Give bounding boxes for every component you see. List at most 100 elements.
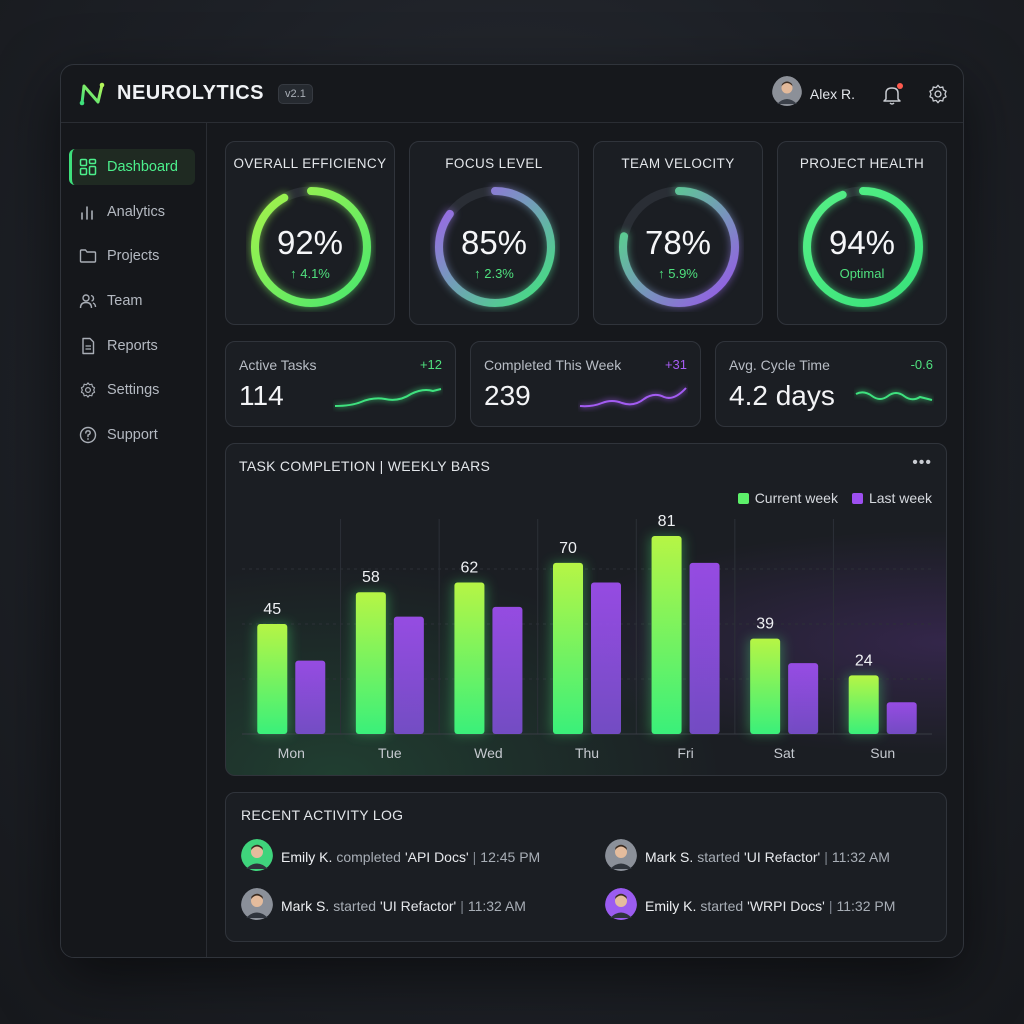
sparkline xyxy=(855,391,933,401)
gauge-card-efficiency[interactable]: OVERALL EFFICIENCY 92% ↑ 4.1% xyxy=(225,141,395,325)
gauge-progress-arc xyxy=(435,187,555,307)
bar-current-thu[interactable] xyxy=(553,562,583,734)
x-tick-label: Sat xyxy=(774,745,795,761)
sidebar-item-support[interactable]: Support xyxy=(69,417,195,453)
bar-last-sun[interactable] xyxy=(886,702,917,734)
sidebar-item-settings[interactable]: Settings xyxy=(69,372,195,408)
gauge-card-health[interactable]: PROJECT HEALTH 94% Optimal xyxy=(777,141,947,325)
avatar-face-icon xyxy=(771,76,802,106)
avatar-face-icon xyxy=(605,839,637,871)
activity-action: started xyxy=(333,897,377,914)
bar-last-fri[interactable] xyxy=(689,562,720,734)
sidebar-item-reports[interactable]: Reports xyxy=(69,328,195,364)
gauge-trend: ↑ 5.9% xyxy=(658,266,698,281)
analytics-icon xyxy=(81,206,93,220)
bar-last-thu[interactable] xyxy=(591,582,621,734)
gauge-ring xyxy=(434,186,556,308)
x-tick-label: Wed xyxy=(474,745,503,761)
bar-value-label: 39 xyxy=(756,616,774,633)
stat-label: Avg. Cycle Time xyxy=(729,357,830,373)
stat-card-completed[interactable]: Completed This Week +31 239 xyxy=(470,341,701,427)
stat-delta: +12 xyxy=(419,357,442,372)
activity-time: 11:32 PM xyxy=(836,897,896,914)
bar-value-label: 81 xyxy=(658,513,676,530)
gauge-ring xyxy=(802,186,924,308)
activity-item[interactable]: Emily K. started 'WRPI Docs' | 11:32 PM xyxy=(605,888,895,923)
bar-last-mon[interactable] xyxy=(295,660,326,734)
gauge-card-focus[interactable]: FOCUS LEVEL 85% ↑ 2.3% xyxy=(409,141,579,325)
sparkline xyxy=(334,388,442,407)
sidebar-item-analytics[interactable]: Analytics xyxy=(69,194,195,230)
gauge-ring xyxy=(250,186,372,308)
avatar-face-icon xyxy=(605,888,637,920)
sidebar-item-team[interactable]: Team xyxy=(69,283,195,319)
bar-last-sat[interactable] xyxy=(788,663,819,734)
x-tick-label: Mon xyxy=(278,745,305,761)
stat-card-active-tasks[interactable]: Active Tasks +12 114 xyxy=(225,341,456,427)
bar-current-mon[interactable] xyxy=(257,624,288,734)
activity-time: 11:32 AM xyxy=(467,897,526,914)
app-name: NEUROLYTICS xyxy=(117,82,265,104)
stat-delta: -0.6 xyxy=(910,357,933,372)
bar-current-wed[interactable] xyxy=(454,582,485,734)
gauge-value: 85% xyxy=(460,224,528,261)
bar-current-sat[interactable] xyxy=(750,638,781,734)
gauge-value: 92% xyxy=(276,224,344,261)
bar-last-tue[interactable] xyxy=(393,616,424,734)
sidebar-item-label: Team xyxy=(107,293,143,309)
help-icon xyxy=(79,426,97,444)
dashboard-icon xyxy=(79,158,97,176)
notification-button[interactable] xyxy=(881,82,903,105)
gauge-trend: ↑ 2.3% xyxy=(474,266,514,281)
bar-value-label: 70 xyxy=(559,540,577,557)
bar-current-sun[interactable] xyxy=(848,675,879,734)
stat-label: Active Tasks xyxy=(239,357,317,373)
legend-item-last[interactable]: Last week xyxy=(851,490,932,506)
legend-item-current[interactable]: Current week xyxy=(737,490,838,506)
activity-user: Emily K. xyxy=(645,897,697,914)
activity-user: Mark S. xyxy=(281,897,330,914)
activity-user: Emily K. xyxy=(281,848,333,865)
gauge-progress-arc xyxy=(619,187,739,307)
activity-user: Mark S. xyxy=(645,848,694,865)
activity-target: 'WRPI Docs' xyxy=(747,897,825,914)
avatar xyxy=(241,888,273,923)
activity-time: 11:32 AM xyxy=(831,848,890,865)
legend-swatch xyxy=(851,492,863,504)
x-tick-label: Sun xyxy=(870,745,895,761)
sidebar-item-label: Reports xyxy=(107,338,158,354)
more-options-icon[interactable]: ••• xyxy=(912,454,932,471)
gauge-title: PROJECT HEALTH xyxy=(799,156,925,171)
logo-icon xyxy=(79,82,105,105)
bar-value-label: 24 xyxy=(855,652,873,669)
activity-item[interactable]: Emily K. completed 'API Docs' | 12:45 PM xyxy=(241,839,540,874)
gear-icon xyxy=(929,84,947,103)
gauge-trend: Optimal xyxy=(839,266,885,281)
gauge-card-velocity[interactable]: TEAM VELOCITY 78% ↑ 5.9% xyxy=(593,141,763,325)
activity-item[interactable]: Mark S. started 'UI Refactor' | 11:32 AM xyxy=(241,888,526,923)
sidebar-item-dashboard[interactable]: Dashboard xyxy=(69,149,195,185)
gauge-title: OVERALL EFFICIENCY xyxy=(233,156,387,171)
settings-button[interactable] xyxy=(927,83,949,105)
activity-title: RECENT ACTIVITY LOG xyxy=(241,807,404,823)
bar-last-wed[interactable] xyxy=(492,606,523,734)
bar-current-fri[interactable] xyxy=(651,536,682,734)
activity-action: started xyxy=(697,848,741,865)
activity-target: 'UI Refactor' xyxy=(744,848,821,865)
avatar xyxy=(241,839,273,874)
gauge-progress-arc xyxy=(803,187,923,307)
task-completion-chart: TASK COMPLETION | WEEKLY BARS ••• Curren… xyxy=(225,443,947,776)
version-badge: v2.1 xyxy=(278,83,313,104)
user-name[interactable]: Alex R. xyxy=(809,85,855,102)
bar-value-label: 45 xyxy=(263,601,281,618)
avatar xyxy=(605,888,637,923)
stat-value: 239 xyxy=(484,380,531,411)
sidebar-item-projects[interactable]: Projects xyxy=(69,238,195,274)
x-tick-label: Thu xyxy=(575,745,599,761)
activity-item[interactable]: Mark S. started 'UI Refactor' | 11:32 AM xyxy=(605,839,890,874)
bar-current-tue[interactable] xyxy=(355,592,386,734)
gauge-value: 94% xyxy=(828,224,896,261)
app-window: NEUROLYTICS v2.1 Alex R. xyxy=(60,64,964,958)
user-avatar[interactable] xyxy=(771,76,802,111)
stat-card-cycle-time[interactable]: Avg. Cycle Time -0.6 4.2 days xyxy=(715,341,947,427)
